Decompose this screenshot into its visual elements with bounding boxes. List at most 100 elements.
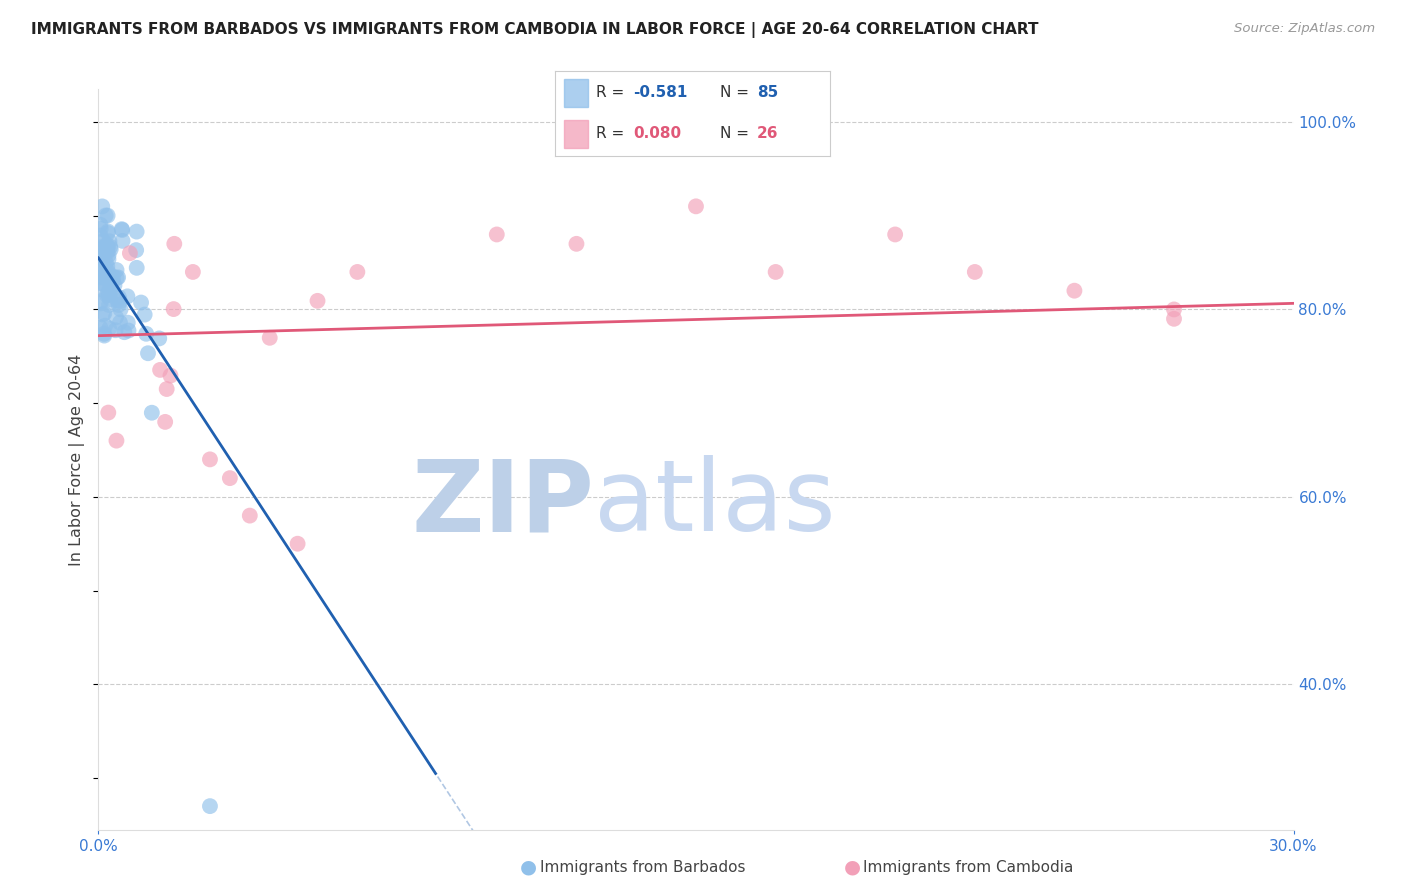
Point bbox=[94, 209, 117, 223]
Point bbox=[93, 328, 115, 343]
Point bbox=[346, 265, 368, 279]
Point bbox=[97, 224, 120, 238]
Text: 85: 85 bbox=[756, 86, 778, 101]
Point bbox=[97, 252, 120, 267]
Point bbox=[108, 316, 131, 330]
Text: R =: R = bbox=[596, 86, 630, 101]
Point bbox=[90, 265, 112, 279]
Point bbox=[97, 406, 120, 420]
Point bbox=[105, 310, 128, 325]
Point bbox=[98, 239, 121, 253]
Point bbox=[97, 248, 120, 262]
Point bbox=[98, 298, 121, 312]
Point bbox=[90, 221, 112, 235]
Point bbox=[91, 308, 114, 322]
Point bbox=[94, 255, 117, 269]
Point bbox=[93, 234, 115, 248]
Point bbox=[98, 292, 121, 306]
Point bbox=[156, 382, 179, 396]
Text: -0.581: -0.581 bbox=[634, 86, 688, 101]
Text: ●: ● bbox=[844, 857, 860, 877]
Point bbox=[141, 406, 163, 420]
Point bbox=[259, 331, 281, 345]
Text: IMMIGRANTS FROM BARBADOS VS IMMIGRANTS FROM CAMBODIA IN LABOR FORCE | AGE 20-64 : IMMIGRANTS FROM BARBADOS VS IMMIGRANTS F… bbox=[31, 22, 1039, 38]
Text: 26: 26 bbox=[756, 126, 779, 141]
Point bbox=[97, 265, 120, 279]
Point bbox=[100, 272, 122, 286]
Point bbox=[110, 302, 132, 317]
Point bbox=[91, 199, 114, 213]
Point bbox=[108, 290, 131, 304]
Y-axis label: In Labor Force | Age 20-64: In Labor Force | Age 20-64 bbox=[69, 353, 86, 566]
Point bbox=[101, 274, 124, 288]
Point bbox=[765, 265, 787, 279]
Point bbox=[107, 270, 129, 285]
Point bbox=[125, 225, 148, 239]
Point bbox=[117, 324, 139, 338]
Point bbox=[93, 277, 115, 292]
Point bbox=[163, 236, 186, 251]
Point bbox=[118, 246, 141, 260]
Point bbox=[96, 288, 118, 302]
Point bbox=[884, 227, 907, 242]
Point bbox=[89, 320, 111, 334]
Text: atlas: atlas bbox=[595, 455, 837, 552]
Point bbox=[153, 415, 176, 429]
Point bbox=[565, 236, 588, 251]
Point bbox=[963, 265, 986, 279]
Text: 0.080: 0.080 bbox=[634, 126, 682, 141]
Point bbox=[135, 326, 157, 341]
Text: Immigrants from Barbados: Immigrants from Barbados bbox=[540, 860, 745, 874]
Point bbox=[1063, 284, 1085, 298]
Point bbox=[89, 276, 111, 290]
Text: ●: ● bbox=[520, 857, 537, 877]
Point bbox=[89, 218, 111, 232]
Point bbox=[90, 270, 112, 285]
Point bbox=[98, 321, 121, 335]
Point bbox=[93, 326, 115, 341]
Point bbox=[134, 308, 156, 322]
Point bbox=[100, 242, 122, 256]
Point bbox=[198, 452, 221, 467]
Point bbox=[93, 306, 115, 320]
Point bbox=[149, 363, 172, 377]
Point bbox=[89, 240, 111, 254]
Point bbox=[107, 298, 129, 312]
Point bbox=[96, 245, 118, 260]
Point bbox=[97, 226, 120, 240]
Point bbox=[96, 237, 118, 252]
Text: N =: N = bbox=[720, 86, 754, 101]
Point bbox=[97, 285, 120, 300]
Point bbox=[105, 271, 128, 285]
Point bbox=[111, 234, 134, 248]
Point bbox=[93, 260, 115, 274]
Point bbox=[485, 227, 508, 242]
Point bbox=[89, 294, 111, 309]
Point bbox=[90, 296, 112, 310]
Point bbox=[96, 260, 118, 274]
Point bbox=[125, 243, 148, 257]
Point bbox=[159, 368, 181, 383]
Point bbox=[148, 331, 170, 345]
Point bbox=[89, 250, 111, 264]
Point bbox=[91, 283, 114, 297]
Point bbox=[98, 275, 121, 289]
Point bbox=[1163, 311, 1185, 326]
Text: Source: ZipAtlas.com: Source: ZipAtlas.com bbox=[1234, 22, 1375, 36]
Point bbox=[97, 209, 120, 223]
Point bbox=[97, 240, 120, 254]
Point bbox=[89, 228, 111, 243]
Text: R =: R = bbox=[596, 126, 630, 141]
Point bbox=[239, 508, 262, 523]
Point bbox=[94, 318, 117, 333]
Point bbox=[107, 293, 129, 308]
Point bbox=[101, 282, 124, 296]
Point bbox=[198, 799, 221, 814]
Point bbox=[91, 242, 114, 256]
Point bbox=[162, 302, 184, 317]
Point bbox=[93, 270, 115, 285]
Point bbox=[111, 222, 134, 236]
Point bbox=[97, 288, 120, 302]
Point bbox=[96, 240, 118, 254]
Point bbox=[181, 265, 204, 279]
